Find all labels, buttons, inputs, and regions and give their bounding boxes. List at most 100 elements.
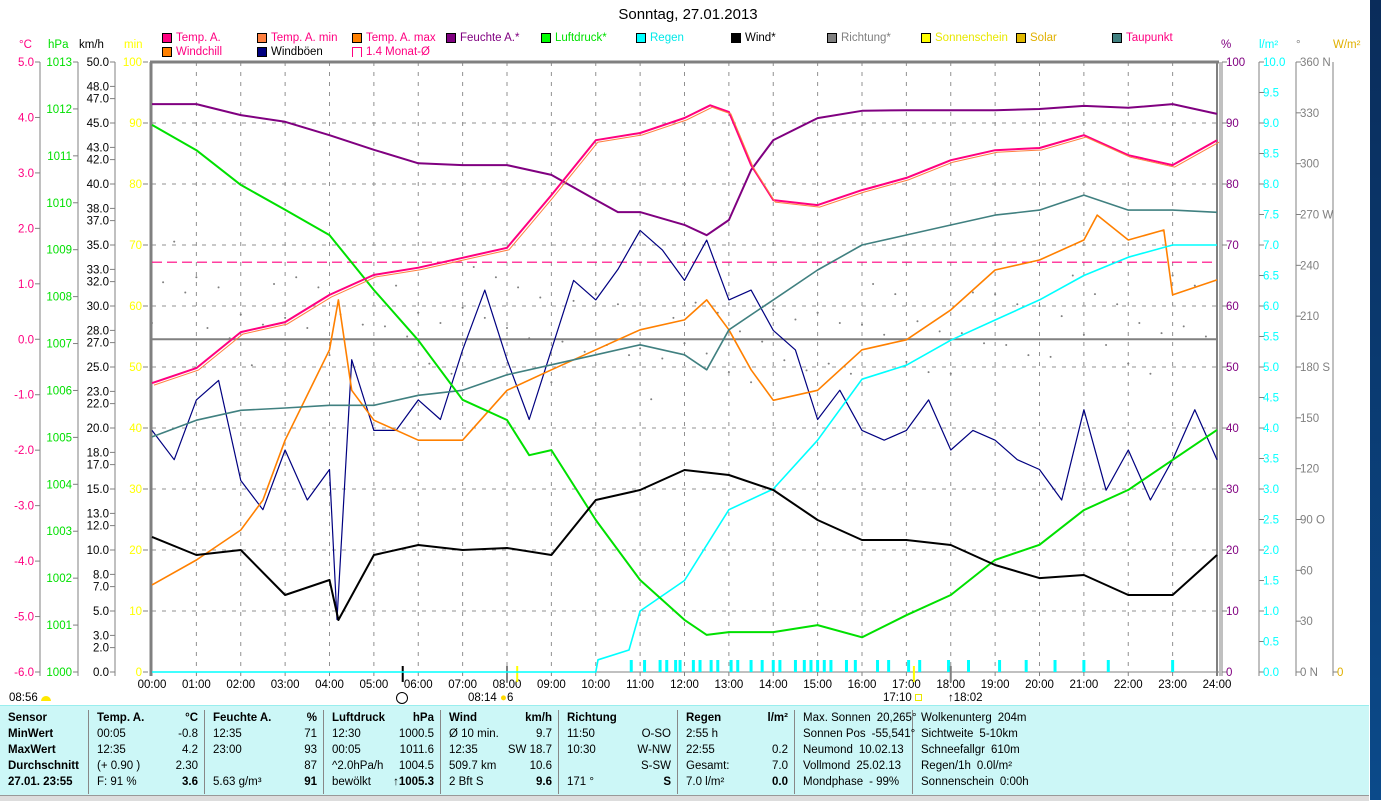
table-row: 171 ° S: [559, 774, 677, 790]
axis-tick-label-wind: 28.0: [87, 325, 109, 337]
axis-tick-label-wind: 15.0: [87, 484, 109, 496]
table-cell-label: Wolkenunterg: [921, 712, 992, 724]
rain-event-bar: [1082, 660, 1086, 672]
legend-label: Taupunkt: [1126, 31, 1173, 44]
table-row: Vollmond 25.02.13: [795, 758, 912, 774]
table-cell-value: 93: [304, 744, 317, 756]
legend-swatch: [257, 46, 267, 57]
direction-point: [383, 325, 386, 328]
legend-label: Regen: [650, 31, 684, 44]
table-cell-label: Feuchte A.: [213, 712, 272, 724]
table-cell-label: 509.7 km: [449, 760, 497, 772]
table-cell-label: 22:55: [686, 744, 715, 756]
table-row: (+ 0.90 ) 2.30: [89, 758, 204, 774]
table-cell-label: 11:50: [567, 728, 595, 740]
direction-point: [1216, 355, 1218, 358]
table-row: 12:35 71: [205, 726, 323, 742]
axis-tick-label-rain: 9.0: [1263, 118, 1279, 130]
rain-event-bar: [629, 660, 633, 672]
axis-tick-label-rain: 7.0: [1263, 240, 1279, 252]
legend-label: Feuchte A.*: [460, 31, 520, 44]
legend-swatch: [257, 32, 267, 43]
legend-label: Wind*: [745, 31, 776, 44]
unit-temp: °C: [19, 39, 32, 51]
rain-event-bar: [1106, 660, 1110, 672]
legend-item: 1.4 Monat-Ø: [352, 45, 430, 58]
table-row: Ø 10 min. 9.7: [441, 726, 558, 742]
table-cell-value: S-SW: [640, 760, 671, 772]
direction-point: [1204, 335, 1207, 338]
table-cell-label: 171 °: [567, 776, 594, 788]
table-cell-label: Max. Sonnen: [803, 712, 871, 724]
table-cell-value: -55,541°: [871, 728, 916, 740]
axis-tick-label-rain: 9.5: [1263, 88, 1279, 100]
table-row: MinWert: [0, 726, 88, 742]
axis-tick-label-temp: -1.0: [14, 390, 34, 402]
table-cell-label: Richtung: [567, 712, 617, 724]
table-row: bewölkt ↑1005.3: [324, 774, 440, 790]
axis-tick-label-wind: 8.0: [93, 569, 109, 581]
table-cell-value: O-SO: [641, 728, 671, 740]
direction-point: [239, 313, 242, 316]
axis-tick-label-wind: 5.0: [93, 606, 109, 618]
legend-label: Richtung*: [841, 31, 891, 44]
rain-event-bar: [947, 660, 951, 672]
rain-event-bar: [749, 660, 753, 672]
table-cell-value: 20,265°: [876, 712, 917, 724]
axis-tick-label-wind: 12.0: [87, 521, 109, 533]
axis-tick-label-wind: 45.0: [87, 118, 109, 130]
axis-tick-label-wind: 18.0: [87, 447, 109, 459]
axis-tick-label-wind: 23.0: [87, 386, 109, 398]
direction-point: [949, 372, 952, 375]
direction-point: [694, 301, 697, 304]
legend-item: Windböen: [257, 45, 323, 58]
unit-min: min: [124, 39, 143, 51]
axis-tick-label-pressure: 1002: [46, 573, 72, 585]
axis-tick-label-humidity: 50: [1226, 362, 1239, 374]
series-luftdruck: [151, 124, 1218, 639]
series-temp-max-overlay: [153, 106, 1220, 386]
axis-tick-label-rain: 8.5: [1263, 149, 1279, 161]
axis-tick-label-rain: 6.5: [1263, 271, 1279, 283]
x-axis-tick-label: 14:00: [759, 679, 788, 691]
unit-pressure: hPa: [48, 39, 69, 51]
axis-tick-label-humidity: 0: [1226, 667, 1232, 679]
table-cell-value: 5-10km: [979, 728, 1018, 740]
table-row: Sichtweite 5-10km: [913, 726, 1031, 742]
axis-tick-label-temp: 4.0: [18, 112, 34, 124]
rain-event-bar: [665, 660, 669, 672]
weather-chart: -6.0-5.0-4.0-3.0-2.0-1.00.01.02.03.04.05…: [14, 57, 1343, 691]
table-row: S-SW: [559, 758, 677, 774]
rain-event-bar: [967, 660, 970, 672]
direction-point: [439, 321, 442, 324]
rain-event-bar: [876, 660, 880, 672]
axis-tick-label-wind: 32.0: [87, 277, 109, 289]
table-cell-label: 12:35: [213, 728, 242, 740]
direction-point: [151, 321, 153, 324]
direction-point: [561, 340, 564, 343]
direction-point: [983, 342, 986, 345]
axis-tick-label-rain: 5.0: [1263, 362, 1279, 374]
axis-tick-label-temp: 5.0: [18, 57, 34, 69]
moon-icon: [40, 696, 51, 701]
direction-point: [494, 276, 497, 279]
legend-swatch: [352, 32, 362, 43]
table-row: 11:50 O-SO: [559, 726, 677, 742]
rain-event-bar: [658, 660, 662, 672]
table-cell-value: 1000.5: [398, 728, 434, 740]
x-axis-tick-label: 20:00: [1025, 679, 1054, 691]
direction-point: [250, 364, 253, 367]
direction-point: [616, 303, 619, 306]
status-bar: [0, 795, 1369, 801]
legend-label: Solar: [1030, 31, 1057, 44]
axis-tick-label-humidity: 30: [1226, 484, 1239, 496]
rain-event-bar: [853, 660, 857, 672]
rain-event-bar: [698, 660, 702, 672]
rain-event-bar: [736, 660, 740, 672]
axis-tick-label-humidity: 60: [1226, 301, 1239, 313]
rain-event-bar: [887, 660, 891, 672]
direction-point: [173, 240, 176, 243]
table-cell-label: 5.63 g/m³: [213, 776, 262, 788]
table-row: Sensor: [0, 710, 88, 726]
axis-tick-label-wind: 30.0: [87, 301, 109, 313]
